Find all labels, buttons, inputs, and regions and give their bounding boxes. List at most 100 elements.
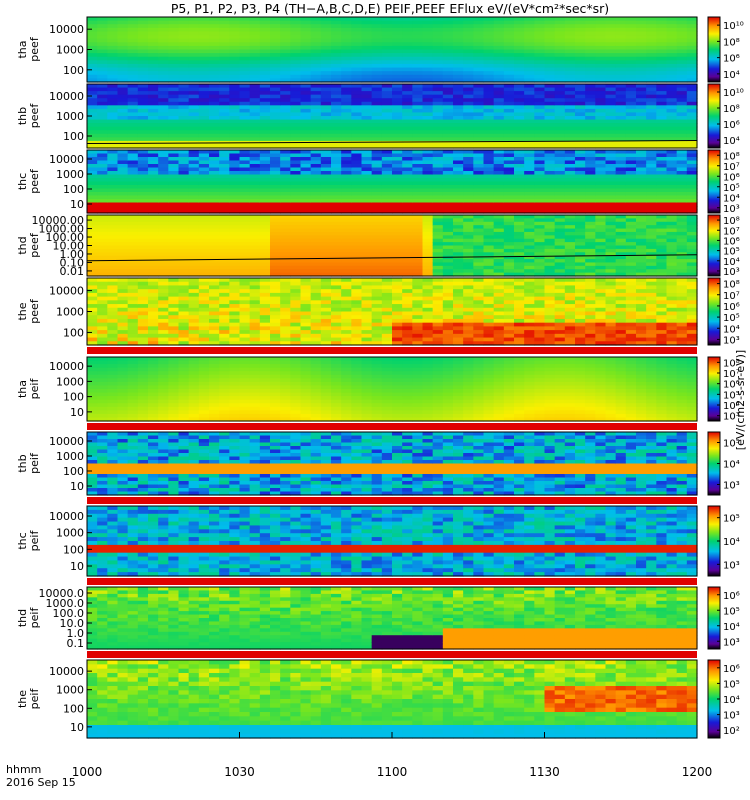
heatmap-cell <box>290 206 302 211</box>
heatmap-cell <box>625 221 637 226</box>
heatmap-cell <box>361 140 373 146</box>
heatmap-cell <box>290 153 302 158</box>
heatmap-cell <box>280 153 291 158</box>
heatmap-cell <box>168 330 180 335</box>
heatmap-cell <box>432 105 444 110</box>
heatmap-cell <box>666 112 678 117</box>
heatmap-cell <box>148 300 159 305</box>
heatmap-cell <box>646 45 657 51</box>
heatmap-cell <box>412 140 424 146</box>
heatmap-cell <box>615 195 627 200</box>
heatmap-cell <box>148 119 159 124</box>
heatmap-cell <box>219 98 230 103</box>
heatmap-cell <box>585 238 596 243</box>
heatmap-cell <box>381 307 393 313</box>
heatmap-cell <box>483 20 495 25</box>
heatmap-cell <box>310 108 322 114</box>
heatmap-cell <box>290 157 302 162</box>
heatmap-cell <box>290 304 302 309</box>
heatmap-cell <box>503 238 515 243</box>
heatmap-cell <box>239 337 251 342</box>
heatmap-cell <box>524 269 535 274</box>
heatmap-cell <box>117 228 129 233</box>
heatmap-cell <box>676 38 688 43</box>
heatmap-cell <box>97 123 108 128</box>
heatmap-cell <box>625 84 637 89</box>
heatmap-cell <box>463 218 474 223</box>
heatmap-cell <box>219 231 230 236</box>
heatmap-cell <box>463 144 474 149</box>
heatmap-cell <box>666 181 678 186</box>
heatmap-cell <box>259 255 271 260</box>
heatmap-cell <box>503 153 515 158</box>
heatmap-cell <box>148 178 159 183</box>
heatmap-cell <box>585 209 596 214</box>
heatmap-cell <box>473 94 485 99</box>
heatmap-cell <box>442 67 454 72</box>
heatmap-cell <box>270 27 281 33</box>
heatmap-cell <box>473 144 485 149</box>
heatmap-cell <box>219 24 230 29</box>
heatmap-cell <box>331 67 342 72</box>
heatmap-cell <box>300 337 312 342</box>
heatmap-cell <box>331 150 342 155</box>
heatmap-cell <box>514 245 525 250</box>
heatmap-cell <box>351 38 363 43</box>
y-tick-label: 1000.00 <box>39 223 85 236</box>
heatmap-cell <box>503 35 515 40</box>
heatmap-cell <box>575 45 586 51</box>
heatmap-cell <box>249 91 261 96</box>
heatmap-cell <box>686 116 698 121</box>
heatmap-cell <box>554 91 566 96</box>
heatmap-cell <box>168 150 180 155</box>
heatmap-cell <box>442 218 454 223</box>
heatmap-cell <box>249 178 261 183</box>
heatmap-cell <box>656 98 668 103</box>
heatmap-cell <box>280 289 291 294</box>
heatmap-cell <box>544 74 556 79</box>
heatmap-cell <box>270 235 281 240</box>
heatmap-cell <box>585 78 596 83</box>
heatmap-cell <box>422 84 434 89</box>
heatmap-cell <box>259 35 271 40</box>
heatmap-cell <box>148 78 159 83</box>
heatmap-cell <box>686 91 698 96</box>
heatmap-cell <box>270 133 281 138</box>
heatmap-cell <box>534 235 546 240</box>
heatmap-cell <box>442 60 454 65</box>
heatmap-cell <box>392 341 403 346</box>
heatmap-cell <box>554 215 566 219</box>
heatmap-cell <box>564 119 576 124</box>
heatmap-cell <box>351 181 363 186</box>
heatmap-cell <box>280 269 291 274</box>
heatmap-cell <box>158 116 169 121</box>
heatmap-cell <box>249 330 261 335</box>
heatmap-cell <box>402 326 413 331</box>
heatmap-cell <box>524 245 535 250</box>
heatmap-cell <box>402 126 413 131</box>
heatmap-cell <box>310 35 322 40</box>
heatmap-cell <box>117 119 129 124</box>
heatmap-cell <box>575 206 586 211</box>
heatmap-cell <box>402 108 413 114</box>
heatmap-cell <box>646 209 657 214</box>
heatmap-cell <box>97 91 108 96</box>
heatmap-cell <box>636 235 647 240</box>
heatmap-cell <box>270 315 281 320</box>
heatmap-cell <box>97 42 108 47</box>
heatmap-cell <box>361 202 373 207</box>
heatmap-cell <box>371 269 383 274</box>
heatmap-cell <box>280 315 291 320</box>
heatmap-cell <box>534 42 546 47</box>
heatmap-cell <box>453 181 464 186</box>
heatmap-cell <box>544 167 556 172</box>
heatmap-cell <box>392 337 403 342</box>
heatmap-cell <box>554 245 566 250</box>
heatmap-cell <box>585 265 596 270</box>
heatmap-cell <box>239 116 251 121</box>
heatmap-cell <box>625 67 637 72</box>
heatmap-cell <box>188 199 200 204</box>
heatmap-cell <box>524 238 535 243</box>
heatmap-cell <box>229 281 241 287</box>
heatmap-cell <box>188 272 200 277</box>
